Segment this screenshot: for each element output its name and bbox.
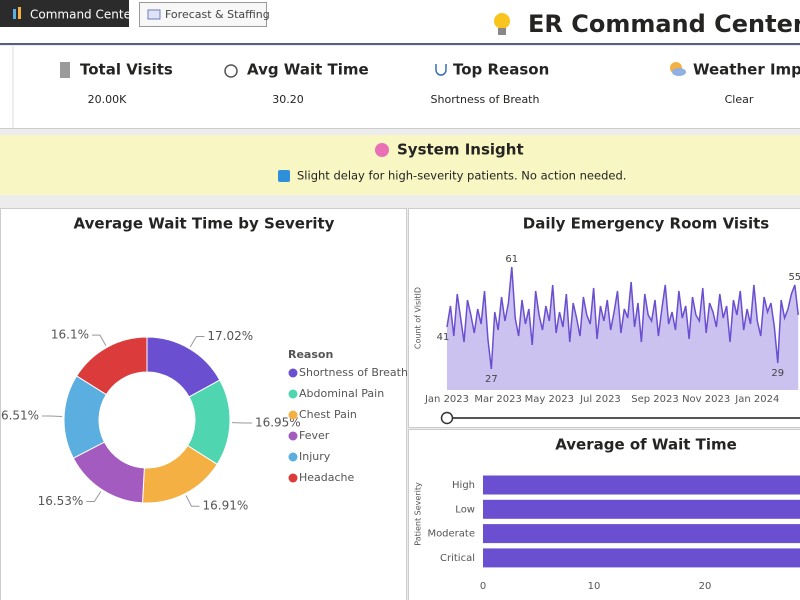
leader-line: [86, 491, 102, 502]
line: [446, 266, 799, 370]
tab-icon: [13, 9, 16, 19]
kpi-icon: [224, 64, 238, 78]
kpi-value: Clear: [725, 93, 754, 106]
bar: [483, 475, 800, 495]
legend-label: Chest Pain: [299, 408, 357, 421]
legend-label: Injury: [299, 450, 331, 463]
x-tick-label: May 2023: [525, 394, 574, 405]
legend-swatch: [288, 389, 298, 399]
tab[interactable]: [139, 2, 267, 27]
leader-line: [189, 336, 205, 348]
kpi-label: Avg Wait Time: [247, 61, 369, 79]
data-label: 16.91%: [202, 499, 248, 513]
legend-swatch: [288, 431, 298, 441]
legend-title: Reason: [288, 348, 333, 361]
chart-title: Average of Wait Time: [555, 436, 737, 454]
tab-label[interactable]: Command Center: [30, 8, 136, 22]
bar: [483, 499, 800, 519]
leader-line: [185, 495, 200, 507]
data-label: 29: [771, 368, 784, 379]
data-label: 55: [788, 272, 800, 283]
y-tick-label: Critical: [440, 553, 475, 564]
legend-swatch: [288, 368, 298, 378]
data-label: 16.1%: [51, 328, 89, 342]
kpi-icon: [672, 68, 686, 76]
kpi-label: Weather Impact: [693, 61, 800, 79]
legend-swatch: [288, 410, 298, 420]
insight-band: [0, 135, 800, 195]
x-tick-label: 10: [588, 581, 601, 592]
data-label: 16.95%: [255, 415, 301, 429]
data-label: 16.53%: [38, 494, 84, 508]
kpi-icon: [435, 64, 447, 76]
info-icon: [278, 170, 290, 182]
chart-title: Daily Emergency Room Visits: [523, 215, 770, 233]
y-axis-label: Count of VisitID: [414, 287, 423, 349]
x-tick-label: Sep 2023: [631, 394, 678, 405]
kpi-label: Total Visits: [80, 61, 173, 79]
data-label: 17.02%: [207, 329, 253, 343]
legend-label: Headache: [299, 471, 355, 484]
kpi-label: Top Reason: [453, 61, 549, 79]
data-label: 61: [505, 254, 518, 265]
legend-label: Abdominal Pain: [299, 387, 384, 400]
data-label: 16.51%: [0, 409, 39, 423]
x-tick-label: Jan 2023: [424, 394, 469, 405]
kpi-band: [0, 46, 800, 128]
donut-slice: [75, 336, 148, 396]
legend-swatch: [288, 452, 298, 462]
x-tick-label: Nov 2023: [682, 394, 730, 405]
kpi-icon: [60, 62, 70, 78]
area: [447, 267, 799, 390]
data-label: 27: [485, 374, 498, 385]
x-tick-label: Jul 2023: [579, 394, 621, 405]
tab-label[interactable]: Forecast & Staffing: [165, 8, 270, 21]
legend-label: Fever: [299, 429, 330, 442]
x-tick-label: 0: [480, 581, 486, 592]
leader-line: [92, 334, 107, 346]
y-tick-label: Moderate: [427, 529, 475, 540]
kpi-value: 20.00K: [88, 93, 127, 106]
kpi-value: Shortness of Breath: [431, 93, 540, 106]
tab-icon: [147, 9, 161, 20]
x-tick-label: 20: [699, 581, 712, 592]
tab-icon: [18, 7, 21, 19]
tab-active[interactable]: [0, 0, 129, 27]
x-tick-label: Mar 2023: [474, 394, 522, 405]
insight-message: Slight delay for high-severity patients.…: [297, 169, 626, 183]
bulb-icon: [494, 13, 510, 29]
insight-title: System Insight: [397, 141, 524, 159]
insight-icon: [375, 143, 389, 157]
legend-label: Shortness of Breath: [299, 366, 408, 379]
slider-handle[interactable]: [440, 411, 454, 425]
x-tick-label: Jan 2024: [734, 394, 779, 405]
chart-title: Average Wait Time by Severity: [74, 215, 335, 233]
y-axis-label: Patient Severity: [414, 482, 423, 546]
legend-swatch: [288, 473, 298, 483]
y-tick-label: High: [452, 480, 475, 491]
bulb-icon: [498, 28, 506, 35]
kpi-value: 30.20: [272, 93, 304, 106]
bar: [483, 548, 800, 568]
header-bar: [0, 0, 800, 45]
data-label: 41: [437, 332, 450, 343]
bar: [483, 524, 800, 544]
page-title: ER Command Center -: [528, 10, 800, 38]
y-tick-label: Low: [455, 504, 475, 515]
